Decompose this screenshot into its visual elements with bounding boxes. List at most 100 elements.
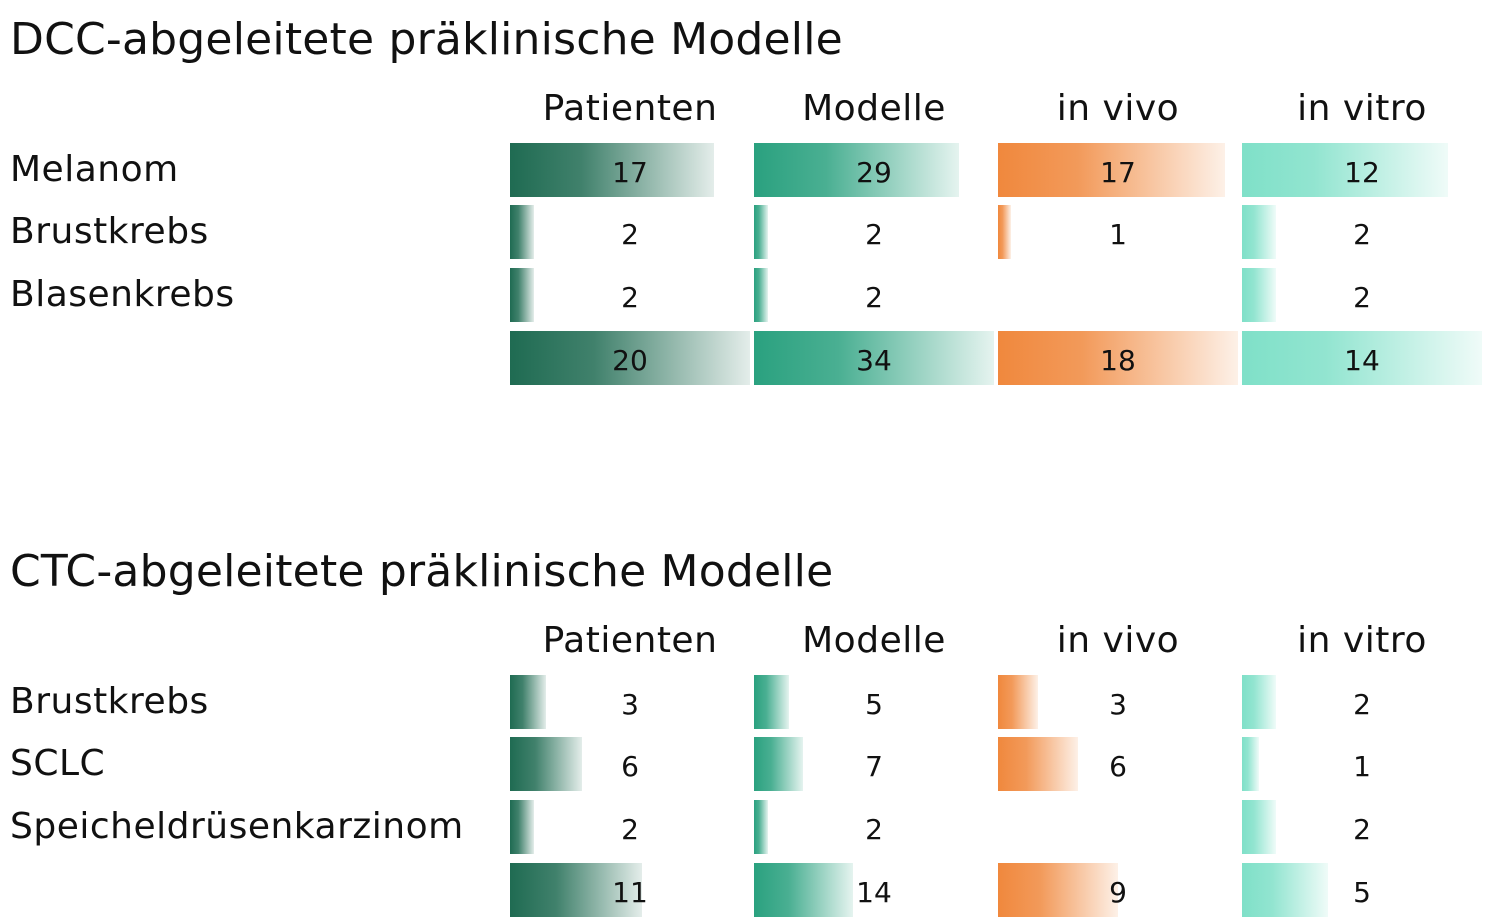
data-bar <box>754 205 769 259</box>
data-bar <box>754 268 769 322</box>
row-label: Speicheldrüsenkarzinom <box>10 806 464 847</box>
column-header: Patienten <box>542 88 718 129</box>
row-label: SCLC <box>10 743 106 784</box>
data-bar <box>510 268 534 322</box>
data-bar <box>754 737 804 791</box>
data-cell: 6 <box>510 737 750 791</box>
data-cell: 5 <box>1242 863 1482 917</box>
data-label: 5 <box>1353 876 1371 909</box>
data-cell: 3 <box>998 675 1238 729</box>
data-label: 14 <box>1344 344 1380 377</box>
data-label: 5 <box>865 688 883 721</box>
data-bar <box>998 205 1012 259</box>
data-cell: 2 <box>754 205 994 259</box>
data-cell: 2 <box>510 205 750 259</box>
data-cell: 2 <box>510 800 750 854</box>
data-cell: 2 <box>1242 800 1482 854</box>
data-cell: 9 <box>998 863 1238 917</box>
data-bar <box>510 863 642 917</box>
data-label: 2 <box>1353 688 1371 721</box>
data-bar <box>998 143 1225 197</box>
data-label: 1 <box>1109 218 1127 251</box>
data-cell: 5 <box>754 675 994 729</box>
data-cell: 17 <box>510 143 750 197</box>
data-cell: 2 <box>1242 675 1482 729</box>
data-cell: 2 <box>754 800 994 854</box>
data-bar <box>510 143 714 197</box>
data-label: 2 <box>865 281 883 314</box>
data-label: 2 <box>1353 281 1371 314</box>
data-bar <box>510 331 750 385</box>
data-bar <box>1242 863 1328 917</box>
data-label: 1 <box>1353 750 1371 783</box>
data-label: 17 <box>612 156 648 189</box>
data-label: 20 <box>612 344 648 377</box>
data-bar <box>1242 331 1482 385</box>
data-label: 11 <box>612 876 648 909</box>
data-bar <box>510 205 534 259</box>
data-bar <box>998 331 1238 385</box>
data-label: 6 <box>1109 750 1127 783</box>
data-label: 12 <box>1344 156 1380 189</box>
data-label: 2 <box>621 813 639 846</box>
data-bar <box>1242 800 1277 854</box>
row-label: Melanom <box>10 149 179 190</box>
data-bar <box>1242 675 1277 729</box>
data-cell: 11 <box>510 863 750 917</box>
data-label: 2 <box>621 218 639 251</box>
data-bar <box>510 675 546 729</box>
data-bar <box>754 331 994 385</box>
data-bar <box>998 675 1038 729</box>
data-cell: 34 <box>754 331 994 385</box>
data-cell: 14 <box>754 863 994 917</box>
data-bar <box>998 737 1078 791</box>
column-header: in vivo <box>1056 620 1180 661</box>
data-label: 14 <box>856 876 892 909</box>
data-cell: 1 <box>1242 737 1482 791</box>
data-cell: 6 <box>998 737 1238 791</box>
data-cell: 3 <box>510 675 750 729</box>
data-label: 9 <box>1109 876 1127 909</box>
data-label: 2 <box>1353 218 1371 251</box>
data-cell <box>998 800 1238 854</box>
column-header: Modelle <box>802 88 946 129</box>
data-label: 2 <box>621 281 639 314</box>
data-label: 18 <box>1100 344 1136 377</box>
data-cell: 2 <box>1242 268 1482 322</box>
data-cell: 1 <box>998 205 1238 259</box>
data-label: 17 <box>1100 156 1136 189</box>
data-bar <box>754 143 959 197</box>
data-cell: 18 <box>998 331 1238 385</box>
data-label: 6 <box>621 750 639 783</box>
data-cell <box>998 268 1238 322</box>
table-title: CTC-abgeleitete präklinische Modelle <box>10 546 834 597</box>
column-header: in vitro <box>1297 88 1427 129</box>
table-title: DCC-abgeleitete präklinische Modelle <box>10 14 843 65</box>
column-header: in vivo <box>1056 88 1180 129</box>
data-cell: 29 <box>754 143 994 197</box>
data-cell: 12 <box>1242 143 1482 197</box>
data-bar <box>1242 143 1448 197</box>
data-bar <box>754 863 853 917</box>
data-bar <box>1242 737 1260 791</box>
data-label: 34 <box>856 344 892 377</box>
data-cell: 17 <box>998 143 1238 197</box>
column-header: Patienten <box>542 620 718 661</box>
column-header: Modelle <box>802 620 946 661</box>
data-label: 2 <box>865 813 883 846</box>
data-bar <box>510 800 534 854</box>
data-label: 2 <box>865 218 883 251</box>
row-label: Brustkrebs <box>10 211 209 252</box>
data-cell: 7 <box>754 737 994 791</box>
data-label: 3 <box>1109 688 1127 721</box>
data-label: 2 <box>1353 813 1371 846</box>
data-bar <box>754 800 769 854</box>
row-label: Brustkrebs <box>10 681 209 722</box>
data-label: 3 <box>621 688 639 721</box>
data-label: 29 <box>856 156 892 189</box>
data-bar <box>998 863 1118 917</box>
data-cell: 2 <box>1242 205 1482 259</box>
data-label: 7 <box>865 750 883 783</box>
row-label: Blasenkrebs <box>10 274 235 315</box>
data-bar <box>510 737 582 791</box>
